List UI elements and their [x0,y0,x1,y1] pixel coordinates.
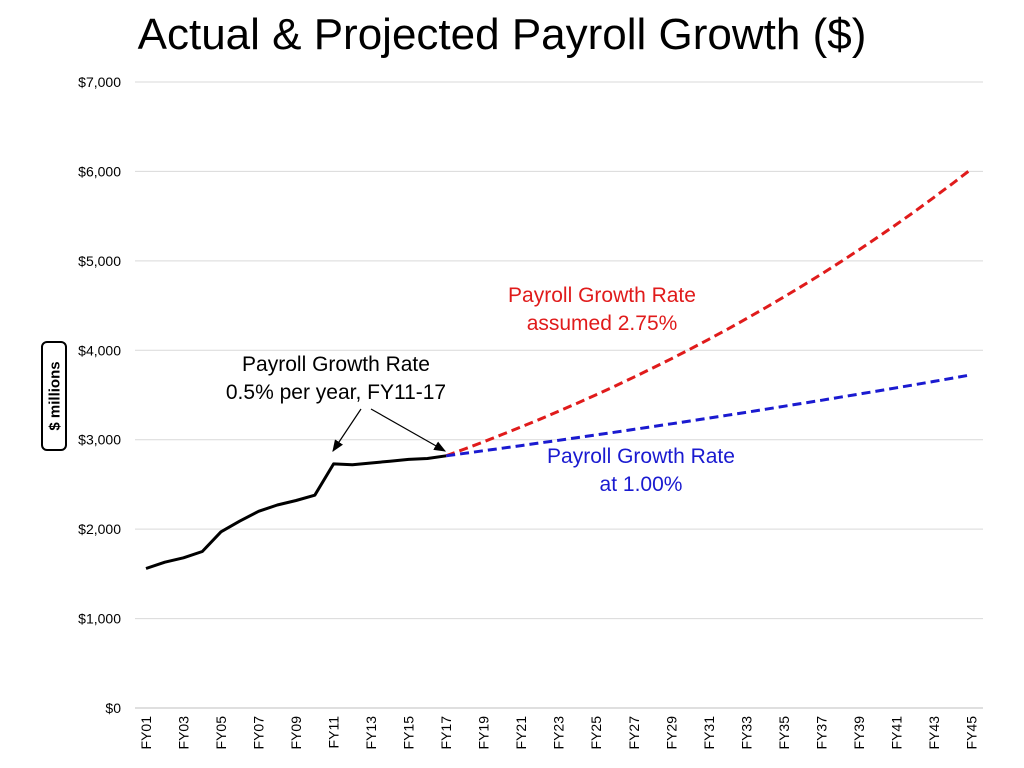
x-tick-label: FY17 [438,716,454,750]
x-tick-label: FY39 [851,716,867,750]
annotation-black: Payroll Growth Rate 0.5% per year, FY11-… [226,351,446,407]
y-axis-label-box [41,341,67,451]
x-tick-label: FY31 [701,716,717,750]
y-tick-label: $0 [105,700,121,716]
x-tick-label: FY43 [926,716,942,750]
x-tick-label: FY01 [138,716,154,750]
y-tick-label: $3,000 [78,432,121,448]
x-tick-label: FY11 [326,716,342,749]
annotation-blue-line2: at 1.00% [599,473,683,496]
series-line-projected_1_00 [446,373,972,458]
y-tick-label: $4,000 [78,342,121,358]
annotation-red-line2: assumed 2.75% [526,312,678,335]
series-line-actual [145,454,447,570]
x-tick-label: FY15 [401,716,417,750]
x-tick-label: FY45 [963,716,979,750]
annotation-arrows [332,408,447,452]
x-tick-label: FY05 [213,716,229,750]
x-tick-label: FY33 [738,716,754,750]
x-tick-label: FY35 [776,716,792,750]
series-lines [145,167,973,570]
annotation-black-line2: 0.5% per year, FY11-17 [225,381,447,404]
chart-title: Actual & Projected Payroll Growth ($) [137,10,867,59]
y-tick-label: $6,000 [78,163,121,179]
series-line-projected_2_75 [445,167,973,458]
x-tick-label: FY23 [551,716,567,750]
x-tick-label: FY21 [513,716,529,750]
x-tick-label: FY13 [363,716,379,750]
x-tick-label: FY29 [663,716,679,750]
annotation-red: Payroll Growth Rate assumed 2.75% [508,282,696,338]
x-axis-ticks: FY01 FY03 FY05 FY07 FY09 FY11 FY13 FY15 FY17 FY19… [138,716,979,750]
x-tick-label: FY07 [251,716,267,750]
y-tick-label: $7,000 [78,74,121,90]
y-tick-label: $1,000 [78,611,121,627]
y-axis-ticks: $0 $1,000 $2,000 $3,000 $4,000 $5,000 $6,000 $7… [78,74,121,716]
gridlines [135,81,983,709]
x-tick-label: FY41 [888,716,904,750]
annotation-black-line1: Payroll Growth Rate [242,353,430,376]
annotation-arrow [332,408,362,452]
x-tick-label: FY03 [176,716,192,750]
x-tick-label: FY09 [288,716,304,750]
y-tick-label: $2,000 [78,521,121,537]
y-tick-label: $5,000 [78,253,121,269]
x-tick-label: FY25 [588,716,604,750]
annotation-arrow [370,408,447,452]
annotation-blue: Payroll Growth Rate at 1.00% [547,443,735,499]
y-axis-label: $ millions [46,361,64,431]
annotation-blue-line1: Payroll Growth Rate [547,445,735,468]
x-tick-label: FY19 [476,716,492,750]
annotation-red-line1: Payroll Growth Rate [508,284,696,307]
x-tick-label: FY37 [813,716,829,750]
x-tick-label: FY27 [626,716,642,750]
